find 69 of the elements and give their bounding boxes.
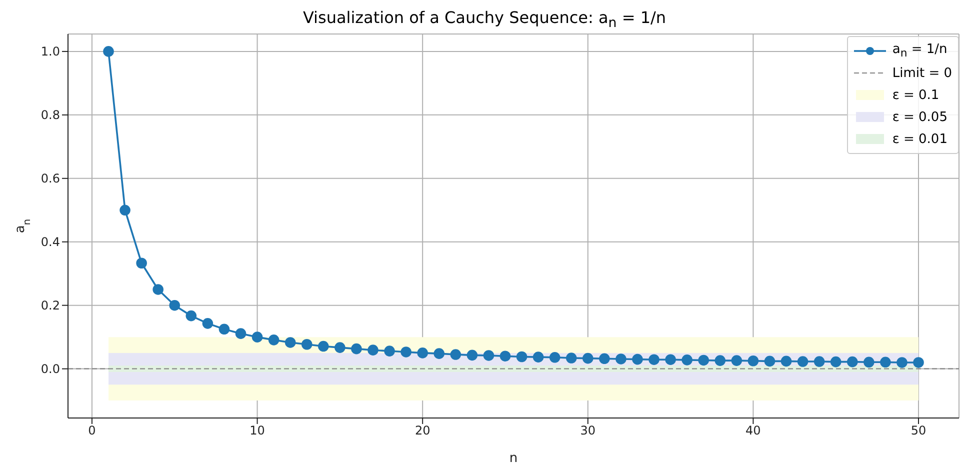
point	[549, 352, 560, 363]
y-tick-label: 0.0	[40, 362, 60, 376]
y-tick-label: 1.0	[40, 44, 60, 59]
point	[169, 300, 180, 311]
point	[830, 356, 842, 368]
x-tick-label: 40	[746, 424, 761, 438]
point	[698, 354, 709, 366]
point	[764, 356, 776, 367]
point	[846, 356, 858, 368]
x-axis-title: n	[509, 451, 518, 466]
point	[268, 334, 280, 346]
point	[252, 332, 263, 342]
y-tick-label: 0.4	[40, 235, 60, 250]
x-tick-label: 30	[580, 424, 596, 438]
point	[235, 328, 246, 339]
point	[368, 344, 378, 356]
point	[616, 354, 626, 364]
point	[218, 324, 230, 335]
legend-label: a$_{n}$ = 1/n	[892, 42, 948, 60]
x-tick-label: 20	[414, 424, 430, 438]
point	[103, 46, 114, 57]
point	[466, 350, 478, 361]
point	[864, 356, 874, 368]
point	[450, 349, 462, 360]
point	[814, 356, 825, 367]
y-tick-label: 0.8	[40, 108, 60, 122]
x-tick-label: 50	[910, 424, 926, 438]
point	[582, 352, 594, 364]
point	[318, 340, 329, 352]
point	[202, 318, 214, 329]
point	[500, 350, 511, 362]
point	[417, 348, 428, 358]
point	[880, 356, 891, 368]
y-tick-label: 0.2	[40, 298, 60, 313]
point	[913, 357, 924, 368]
point	[284, 337, 296, 348]
chart-title: Visualization of a Cauchy Sequence: a$_{n}$ = 1/n	[302, 8, 668, 32]
y-tick-label: 0.6	[40, 172, 60, 186]
point	[351, 343, 362, 354]
point	[632, 354, 643, 365]
point	[714, 355, 726, 366]
point	[186, 310, 197, 322]
point	[896, 357, 908, 368]
point	[797, 356, 808, 367]
point	[532, 352, 544, 362]
point	[384, 346, 395, 356]
point	[731, 355, 742, 366]
legend-label: ε = 0.05	[892, 110, 948, 124]
point	[136, 258, 147, 269]
point	[648, 354, 660, 366]
point	[682, 354, 692, 366]
point	[301, 338, 312, 350]
point	[334, 342, 346, 353]
point	[120, 204, 130, 216]
point	[516, 351, 528, 362]
point	[748, 355, 759, 366]
point	[599, 353, 610, 364]
point	[665, 354, 676, 366]
legend-label: Limit = 0	[892, 66, 952, 80]
x-tick-label: 0	[88, 424, 96, 438]
legend-label: ε = 0.01	[892, 132, 948, 146]
point	[780, 356, 792, 367]
point	[400, 346, 412, 358]
x-tick-label: 10	[250, 424, 265, 438]
point	[483, 350, 494, 361]
point	[434, 348, 445, 359]
point	[152, 284, 164, 295]
point	[566, 352, 577, 364]
legend-label: ε = 0.1	[892, 88, 940, 102]
